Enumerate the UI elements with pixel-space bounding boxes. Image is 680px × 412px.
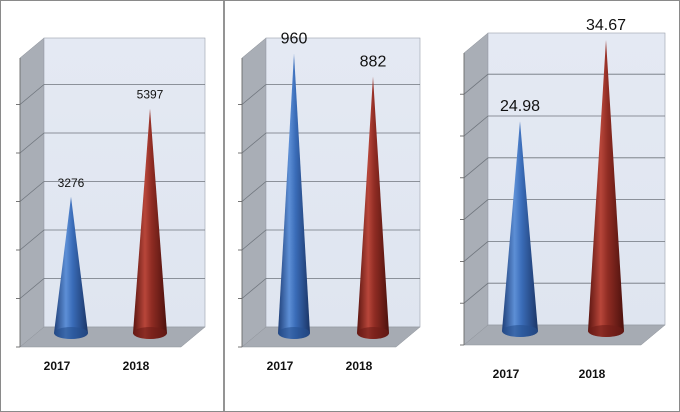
gridline-side <box>19 181 45 202</box>
cone-2017 <box>278 53 310 339</box>
data-label: 24.98 <box>500 98 540 115</box>
chart-panel-2: 960 882 2017 2018 <box>238 31 421 373</box>
gridline-side <box>19 84 45 105</box>
cone-2017 <box>502 121 538 337</box>
floor <box>19 326 206 348</box>
chart-panel-3: 24.98 34.67 2017 2018 <box>460 17 666 381</box>
gridline-side <box>241 278 267 299</box>
data-label: 960 <box>281 31 308 48</box>
gridline-side <box>463 282 489 304</box>
category-label: 2018 <box>346 359 373 373</box>
cone-2018 <box>588 39 624 337</box>
gridline-side <box>19 278 45 299</box>
data-label: 34.67 <box>586 17 626 34</box>
gridline-side <box>463 157 489 179</box>
gridline-side <box>463 73 489 95</box>
gridline-side <box>463 241 489 262</box>
cone-base <box>278 327 310 339</box>
gridline-side <box>19 229 45 251</box>
cone-2017 <box>54 196 88 339</box>
cone-base <box>54 327 88 339</box>
data-label: 882 <box>360 53 387 70</box>
category-label: 2017 <box>493 367 520 381</box>
cone-base <box>357 327 389 339</box>
gridline-side <box>241 84 267 105</box>
category-label: 2018 <box>579 367 606 381</box>
floor <box>463 324 666 346</box>
category-label: 2017 <box>44 359 71 373</box>
side-wall <box>241 37 267 348</box>
cone-base <box>588 325 624 337</box>
gridline-side <box>19 132 45 154</box>
category-label: 2018 <box>123 359 150 373</box>
data-label: 3276 <box>58 176 85 190</box>
cone-2018 <box>357 76 389 339</box>
gridline-side <box>241 132 267 154</box>
chart-panel-1: 3276 5397 2017 2018 <box>16 37 206 373</box>
cone-base <box>133 327 167 339</box>
cone-base <box>502 325 538 337</box>
gridline-side <box>463 115 489 137</box>
gridline-side <box>241 181 267 202</box>
category-label: 2017 <box>267 359 294 373</box>
cone-2018 <box>133 108 167 339</box>
side-wall <box>19 37 45 348</box>
gridline-side <box>463 199 489 220</box>
gridline-side <box>241 229 267 251</box>
data-label: 5397 <box>137 88 164 102</box>
side-wall <box>463 32 489 346</box>
floor <box>241 326 421 348</box>
